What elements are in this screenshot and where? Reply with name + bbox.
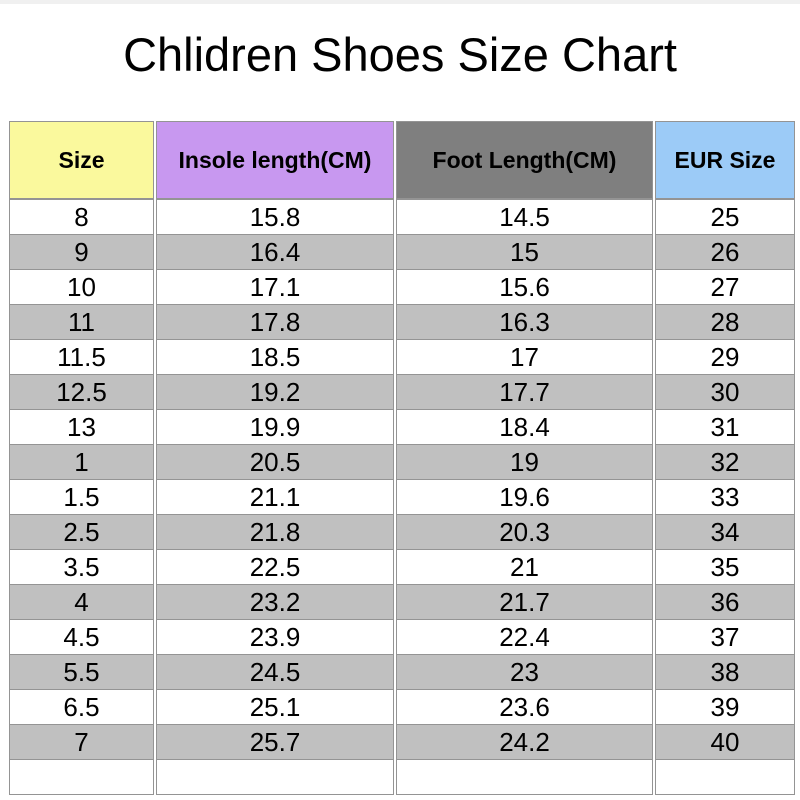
table-cell: 1.5 bbox=[9, 479, 154, 514]
table-cell: 30 bbox=[655, 374, 795, 409]
table-row: 11 17.8 16.3 28 bbox=[9, 304, 795, 339]
table-cell: 4 bbox=[9, 584, 154, 619]
header-row: Size Insole length(CM) Foot Length(CM) E… bbox=[9, 121, 795, 199]
table-cell: 13 bbox=[9, 409, 154, 444]
table-cell: 22.5 bbox=[156, 549, 394, 584]
table-row: 4.5 23.9 22.4 37 bbox=[9, 619, 795, 654]
table-cell: 37 bbox=[655, 619, 795, 654]
table-cell: 21.8 bbox=[156, 514, 394, 549]
table-cell: 21 bbox=[396, 549, 653, 584]
table-cell: 19.6 bbox=[396, 479, 653, 514]
table-row: 11.5 18.5 17 29 bbox=[9, 339, 795, 374]
table-row: 10 17.1 15.6 27 bbox=[9, 269, 795, 304]
table-cell: 28 bbox=[655, 304, 795, 339]
table-row: 1.5 21.1 19.6 33 bbox=[9, 479, 795, 514]
table-cell: 21.1 bbox=[156, 479, 394, 514]
table-cell: 32 bbox=[655, 444, 795, 479]
table-cell: 2.5 bbox=[9, 514, 154, 549]
table-cell: 23 bbox=[396, 654, 653, 689]
table-cell: 40 bbox=[655, 724, 795, 759]
table-row: 4 23.2 21.7 36 bbox=[9, 584, 795, 619]
table-row: 7 25.7 24.2 40 bbox=[9, 724, 795, 759]
table-cell: 31 bbox=[655, 409, 795, 444]
column-header-eur-size: EUR Size bbox=[655, 121, 795, 199]
table-row: 1 20.5 19 32 bbox=[9, 444, 795, 479]
table-cell: 17.8 bbox=[156, 304, 394, 339]
column-header-foot-length: Foot Length(CM) bbox=[396, 121, 653, 199]
table-cell: 19 bbox=[396, 444, 653, 479]
table-cell bbox=[156, 759, 394, 795]
table-cell: 14.5 bbox=[396, 199, 653, 234]
table-row: 12.5 19.2 17.7 30 bbox=[9, 374, 795, 409]
column-header-insole-length: Insole length(CM) bbox=[156, 121, 394, 199]
table-cell: 20.5 bbox=[156, 444, 394, 479]
table-cell: 18.5 bbox=[156, 339, 394, 374]
table-cell: 9 bbox=[9, 234, 154, 269]
table-cell: 15 bbox=[396, 234, 653, 269]
table-cell: 16.3 bbox=[396, 304, 653, 339]
table-cell: 17 bbox=[396, 339, 653, 374]
table-cell: 25.7 bbox=[156, 724, 394, 759]
table-cell: 16.4 bbox=[156, 234, 394, 269]
table-cell: 36 bbox=[655, 584, 795, 619]
table-cell: 25 bbox=[655, 199, 795, 234]
table-cell: 20.3 bbox=[396, 514, 653, 549]
page-title: Chlidren Shoes Size Chart bbox=[123, 28, 677, 81]
column-header-size: Size bbox=[9, 121, 154, 199]
table-cell: 34 bbox=[655, 514, 795, 549]
table-cell bbox=[655, 759, 795, 795]
table-row: 9 16.4 15 26 bbox=[9, 234, 795, 269]
table-cell: 4.5 bbox=[9, 619, 154, 654]
table-cell: 23.6 bbox=[396, 689, 653, 724]
table-cell: 11 bbox=[9, 304, 154, 339]
table-cell: 23.9 bbox=[156, 619, 394, 654]
table-cell: 29 bbox=[655, 339, 795, 374]
table-cell: 22.4 bbox=[396, 619, 653, 654]
table-cell: 33 bbox=[655, 479, 795, 514]
table-cell: 21.7 bbox=[396, 584, 653, 619]
table-cell: 3.5 bbox=[9, 549, 154, 584]
table-cell: 35 bbox=[655, 549, 795, 584]
table-cell: 6.5 bbox=[9, 689, 154, 724]
table-cell: 17.1 bbox=[156, 269, 394, 304]
table-cell: 24.5 bbox=[156, 654, 394, 689]
table-cell: 27 bbox=[655, 269, 795, 304]
table-cell: 11.5 bbox=[9, 339, 154, 374]
table-row: 6.5 25.1 23.6 39 bbox=[9, 689, 795, 724]
top-strip bbox=[0, 0, 800, 4]
table-cell: 8 bbox=[9, 199, 154, 234]
table-row: 3.5 22.5 21 35 bbox=[9, 549, 795, 584]
table-cell: 38 bbox=[655, 654, 795, 689]
table-row bbox=[9, 759, 795, 795]
table-row: 8 15.8 14.5 25 bbox=[9, 199, 795, 234]
table-cell: 23.2 bbox=[156, 584, 394, 619]
table-cell: 7 bbox=[9, 724, 154, 759]
table-cell: 24.2 bbox=[396, 724, 653, 759]
table-cell: 39 bbox=[655, 689, 795, 724]
table-cell: 25.1 bbox=[156, 689, 394, 724]
table-cell bbox=[396, 759, 653, 795]
table-cell: 19.9 bbox=[156, 409, 394, 444]
table-cell: 15.6 bbox=[396, 269, 653, 304]
size-chart-table: Size Insole length(CM) Foot Length(CM) E… bbox=[7, 121, 797, 795]
table-cell: 19.2 bbox=[156, 374, 394, 409]
table-row: 13 19.9 18.4 31 bbox=[9, 409, 795, 444]
table-cell: 17.7 bbox=[396, 374, 653, 409]
table-cell bbox=[9, 759, 154, 795]
table-row: 5.5 24.5 23 38 bbox=[9, 654, 795, 689]
table-row: 2.5 21.8 20.3 34 bbox=[9, 514, 795, 549]
table-cell: 1 bbox=[9, 444, 154, 479]
table-cell: 10 bbox=[9, 269, 154, 304]
table-cell: 26 bbox=[655, 234, 795, 269]
table-cell: 15.8 bbox=[156, 199, 394, 234]
table-cell: 5.5 bbox=[9, 654, 154, 689]
table-cell: 18.4 bbox=[396, 409, 653, 444]
table-cell: 12.5 bbox=[9, 374, 154, 409]
